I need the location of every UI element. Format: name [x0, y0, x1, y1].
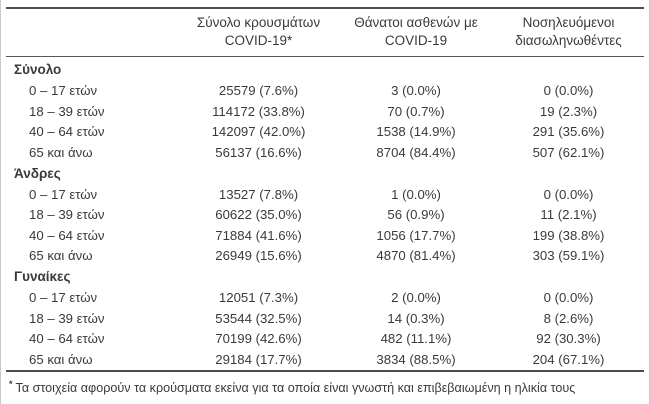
age-group-label: 65 και άνω [29, 248, 93, 264]
intubated-cell: 19 (2.3%) [539, 103, 598, 119]
age-group-label: 65 και άνω [29, 144, 93, 160]
deaths-cell: 56 (0.9%) [387, 207, 445, 223]
header-bottom-rule [6, 56, 644, 57]
table-row: 65 και άνω 29184 (17.7%) 3834 (88.5%) 20… [6, 349, 644, 370]
table-row: 18 – 39 ετών 53544 (32.5%) 14 (0.3%) 8 (… [6, 308, 644, 329]
deaths-cell: 1538 (14.9%) [376, 124, 456, 140]
top-rule [6, 7, 644, 9]
column-header-deaths: Θάνατοι ασθενών με COVID-19 [341, 14, 491, 50]
intubated-cell: 204 (67.1%) [532, 351, 605, 367]
column-header-deaths-line2: COVID-19 [384, 33, 448, 48]
cases-cell: 56137 (16.6%) [215, 144, 302, 160]
age-group-label: 65 και άνω [29, 351, 93, 367]
age-group-label: 0 – 17 ετών [29, 83, 98, 99]
intubated-cell: 199 (38.8%) [532, 227, 605, 243]
intubated-cell: 0 (0.0%) [543, 83, 594, 99]
section-header-women: Γυναίκες [6, 266, 644, 288]
table-row: 18 – 39 ετών 60622 (35.0%) 56 (0.9%) 11 … [6, 205, 644, 226]
age-group-label: 18 – 39 ετών [29, 103, 105, 119]
table-row: 65 και άνω 56137 (16.6%) 8704 (84.4%) 50… [6, 142, 644, 163]
intubated-cell: 303 (59.1%) [532, 248, 605, 264]
cases-cell: 29184 (17.7%) [215, 351, 302, 367]
section-header-men: Άνδρες [6, 163, 644, 185]
intubated-cell: 11 (2.1%) [540, 207, 597, 223]
cases-cell: 13527 (7.8%) [218, 186, 299, 202]
column-header-intubated-line2: διασωληνωθέντες [515, 33, 622, 48]
table-header: Σύνολο κρουσμάτων COVID-19* Θάνατοι ασθε… [6, 9, 644, 56]
table-row: 40 – 64 ετών 142097 (42.0%) 1538 (14.9%)… [6, 122, 644, 143]
cases-cell: 70199 (42.6%) [215, 331, 302, 347]
cases-cell: 53544 (32.5%) [215, 310, 302, 326]
deaths-cell: 2 (0.0%) [391, 290, 441, 306]
age-group-label: 40 – 64 ετών [29, 331, 105, 347]
table-row: 65 και άνω 26949 (15.6%) 4870 (81.4%) 30… [6, 246, 644, 267]
age-group-label: 18 – 39 ετών [29, 310, 105, 326]
age-group-label: 40 – 64 ετών [29, 124, 105, 140]
intubated-cell: 507 (62.1%) [532, 144, 605, 160]
column-header-cases: Σύνολο κρουσμάτων COVID-19* [176, 14, 341, 50]
footnote-asterisk: * [9, 378, 13, 389]
deaths-cell: 14 (0.3%) [387, 310, 445, 326]
intubated-cell: 291 (35.6%) [532, 124, 605, 140]
table-body: Σύνολο 0 – 17 ετών 25579 (7.6%) 3 (0.0%)… [6, 57, 644, 370]
age-group-label: 0 – 17 ετών [29, 290, 98, 306]
deaths-cell: 4870 (81.4%) [376, 248, 456, 264]
intubated-cell: 0 (0.0%) [543, 290, 594, 306]
intubated-cell: 92 (30.3%) [536, 331, 601, 347]
section-header-total: Σύνολο [6, 59, 644, 81]
footnote: * Τα στοιχεία αφορούν τα κρούσματα εκείνα… [6, 372, 644, 396]
age-group-label: 18 – 39 ετών [29, 207, 105, 223]
column-header-intubated: Νοσηλευόμενοι διασωληνωθέντες [491, 14, 646, 50]
column-header-cases-line2: COVID-19* [224, 33, 293, 48]
cases-cell: 142097 (42.0%) [211, 124, 306, 140]
cases-cell: 25579 (7.6%) [218, 83, 299, 99]
table-row: 0 – 17 ετών 13527 (7.8%) 1 (0.0%) 0 (0.0… [6, 184, 644, 205]
deaths-cell: 1 (0.0%) [391, 186, 441, 202]
cases-cell: 71884 (41.6%) [215, 227, 302, 243]
table-row: 18 – 39 ετών 114172 (33.8%) 70 (0.7%) 19… [6, 101, 644, 122]
table-row: 0 – 17 ετών 25579 (7.6%) 3 (0.0%) 0 (0.0… [6, 81, 644, 102]
column-header-deaths-line1: Θάνατοι ασθενών με [354, 15, 478, 30]
cases-cell: 114172 (33.8%) [212, 103, 305, 119]
deaths-cell: 8704 (84.4%) [376, 144, 456, 160]
deaths-cell: 3834 (88.5%) [376, 351, 456, 367]
cases-cell: 60622 (35.0%) [215, 207, 302, 223]
intubated-cell: 8 (2.6%) [543, 310, 594, 326]
deaths-cell: 1056 (17.7%) [376, 227, 456, 243]
cases-cell: 26949 (15.6%) [215, 248, 302, 264]
table-row: 40 – 64 ετών 71884 (41.6%) 1056 (17.7%) … [6, 225, 644, 246]
deaths-cell: 482 (11.1%) [380, 331, 452, 347]
footnote-text: Τα στοιχεία αφορούν τα κρούσματα εκείνα … [15, 380, 576, 395]
footnote-top-rule [6, 369, 644, 372]
age-group-label: 0 – 17 ετών [29, 186, 98, 202]
column-header-intubated-line1: Νοσηλευόμενοι [522, 15, 615, 30]
section-title: Άνδρες [14, 165, 61, 181]
column-header-cases-line1: Σύνολο κρουσμάτων [196, 15, 321, 30]
section-title: Γυναίκες [14, 269, 71, 285]
section-title: Σύνολο [14, 62, 62, 78]
intubated-cell: 0 (0.0%) [543, 186, 594, 202]
deaths-cell: 3 (0.0%) [391, 83, 441, 99]
age-group-label: 40 – 64 ετών [29, 227, 105, 243]
table-row: 40 – 64 ετών 70199 (42.6%) 482 (11.1%) 9… [6, 329, 644, 350]
table-row: 0 – 17 ετών 12051 (7.3%) 2 (0.0%) 0 (0.0… [6, 288, 644, 309]
deaths-cell: 70 (0.7%) [387, 103, 445, 119]
cases-cell: 12051 (7.3%) [218, 290, 299, 306]
